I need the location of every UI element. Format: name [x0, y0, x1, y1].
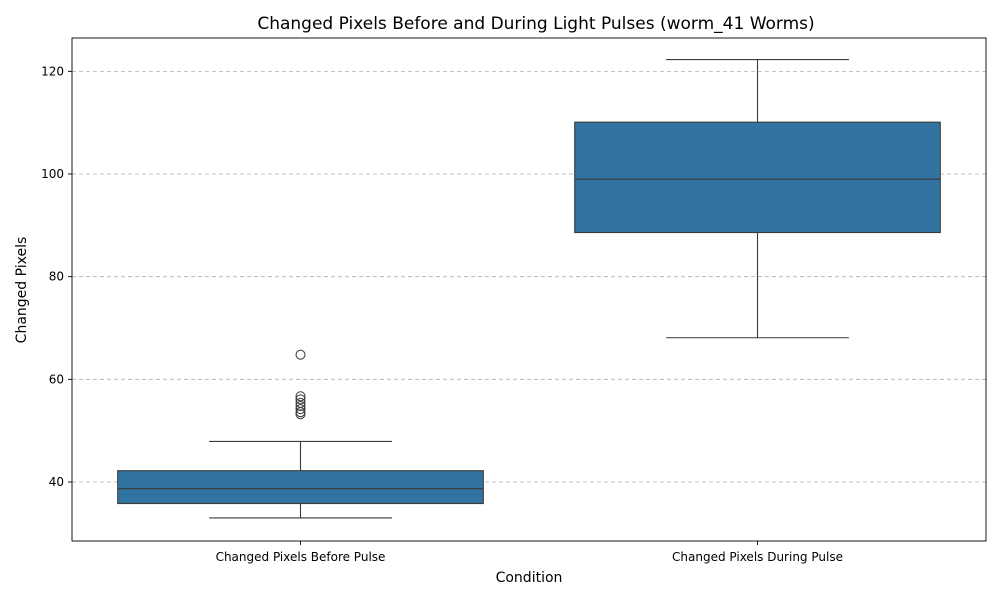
- outlier-point: [295, 409, 306, 420]
- y-tick-label: 60: [49, 372, 64, 386]
- box-plot-boxes: [117, 59, 941, 519]
- box-group: [117, 349, 484, 519]
- outlier-point: [295, 401, 306, 412]
- grid-lines: [72, 70, 986, 483]
- x-tick-label: Changed Pixels Before Pulse: [216, 550, 386, 564]
- y-tick-label: 120: [41, 64, 64, 78]
- box-group: [574, 59, 941, 339]
- y-tick-label: 100: [41, 167, 64, 181]
- plot-frame: [71, 37, 987, 542]
- outlier-point: [295, 394, 306, 405]
- x-axis-label: Condition: [496, 570, 563, 586]
- iqr-box: [117, 470, 484, 505]
- y-tick-label: 40: [49, 475, 64, 489]
- x-tick-label: Changed Pixels During Pulse: [672, 550, 843, 564]
- outlier-point: [295, 391, 306, 402]
- y-axis: 40 60 80 100 120: [41, 64, 72, 489]
- chart-title: Changed Pixels Before and During Light P…: [257, 14, 814, 34]
- outlier-point: [295, 404, 306, 415]
- y-axis-label: Changed Pixels: [14, 237, 30, 344]
- x-axis: Changed Pixels Before Pulse Changed Pixel…: [216, 541, 843, 564]
- outlier-point: [295, 397, 306, 408]
- y-tick-label: 80: [49, 270, 64, 284]
- outlier-point: [295, 349, 306, 360]
- iqr-box: [574, 121, 941, 234]
